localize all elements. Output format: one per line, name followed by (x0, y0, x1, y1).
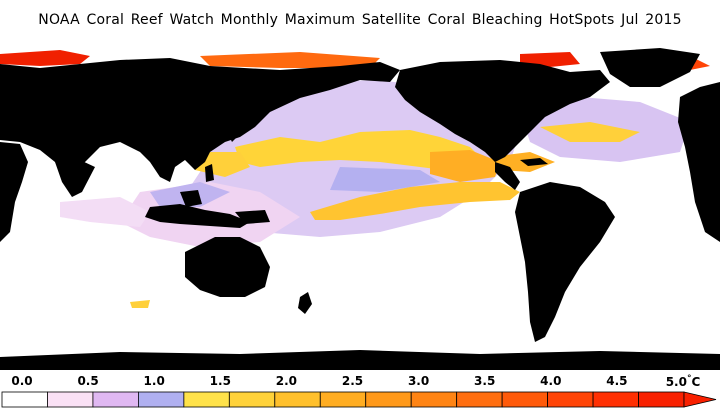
pacific-blue-streak (330, 167, 440, 192)
cuba-island (520, 158, 548, 166)
europe-africa-right-edge (678, 82, 720, 242)
north-america-landmass (395, 60, 610, 162)
colorbar-segment (638, 391, 685, 408)
colorbar-segment (183, 391, 230, 408)
colorbar-segment (228, 391, 276, 408)
central-america (495, 162, 520, 190)
colorbar-segment (592, 391, 639, 408)
colorbar-tick-label: 3.0 (407, 374, 430, 388)
antarctica-landmass (0, 350, 720, 370)
colorbar-tick-label: 0.0 (11, 374, 33, 388)
unit-degree: ° (686, 374, 692, 384)
colorbar-tick-label: 0.5 (77, 374, 99, 388)
south-pacific-yellow-flecks (130, 300, 150, 308)
colorbar-tick-labels: 0.0 0.5 1.0 1.5 2.0 2.5 3.0 3.5 4.0 4.5 5.0°C (0, 374, 720, 390)
new-guinea-island (235, 210, 270, 224)
philippines-island (205, 164, 214, 182)
colorbar-tick-label: 2.0 (275, 374, 298, 388)
enso-orange-tongue (430, 150, 500, 182)
colorbar-tick-label: 2.5 (341, 374, 364, 388)
colorbar-tick-label: 3.5 (474, 374, 496, 388)
colorbar-segment (274, 391, 321, 408)
new-zealand-island (298, 292, 312, 314)
equatorial-pacific-yellow-band (310, 182, 520, 220)
eurasia-landmass (0, 58, 400, 182)
australia-landmass (185, 237, 270, 297)
north-atlantic-yellow (540, 122, 640, 142)
colorbar-tick-label: 1.5 (209, 374, 231, 388)
colorbar-tick-label: 4.0 (540, 374, 562, 388)
colorbar-segment (92, 391, 139, 408)
colorbar-tick-label: 4.5 (606, 374, 628, 388)
indonesia-islands (145, 204, 250, 228)
colorbar-arrow (683, 391, 717, 408)
arctic-orange-siberia (200, 52, 380, 68)
colorbar-segment (456, 391, 503, 408)
map-title: NOAA Coral Reef Watch Monthly Maximum Sa… (38, 12, 682, 28)
india-peninsula (55, 160, 95, 197)
indian-ocean-pink-patch (60, 197, 150, 227)
colorbar-segment (1, 391, 48, 408)
land-layer (0, 48, 720, 370)
colorbar-segment (365, 391, 412, 408)
borneo-island (180, 190, 202, 207)
colorbar-tick-label: 1.0 (143, 374, 165, 388)
africa-landmass (0, 142, 28, 242)
arctic-red-europe (0, 50, 90, 66)
hotspot-layer (0, 50, 710, 308)
colorbar-tick-label: 5.0°C (665, 374, 701, 389)
greenland-landmass (600, 48, 700, 87)
south-america-landmass (515, 182, 615, 342)
hotspot-colorbar (1, 391, 717, 408)
north-pacific-yellow-band (235, 130, 485, 172)
colorbar-segment (137, 391, 185, 408)
colorbar-segment (410, 391, 458, 408)
colorbar-segment (547, 391, 594, 408)
colorbar-segment (319, 391, 367, 408)
japan-island (228, 100, 250, 142)
colorbar-segment (47, 391, 94, 408)
colorbar-segment (501, 391, 548, 408)
world-hotspot-map (0, 42, 720, 370)
